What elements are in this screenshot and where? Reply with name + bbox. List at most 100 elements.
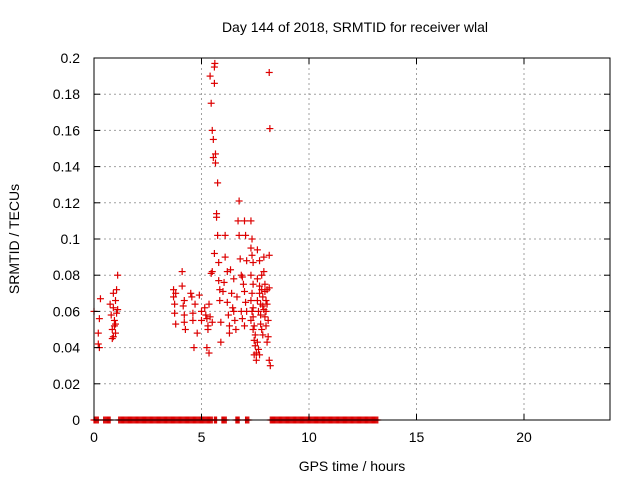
data-point xyxy=(113,286,121,294)
data-point xyxy=(94,329,102,337)
data-point xyxy=(259,302,267,310)
data-point xyxy=(262,297,270,305)
data-point xyxy=(96,295,104,303)
data-point xyxy=(258,326,266,333)
data-point xyxy=(248,251,256,259)
data-point xyxy=(216,297,224,305)
x-axis-label: GPS time / hours xyxy=(299,458,406,474)
data-point xyxy=(210,249,218,257)
data-point xyxy=(254,307,262,315)
data-point xyxy=(238,273,246,281)
data-point xyxy=(227,266,235,274)
data-point xyxy=(265,284,273,292)
data-point xyxy=(228,289,236,297)
data-point xyxy=(248,307,256,315)
data-point xyxy=(253,338,261,346)
data-point xyxy=(211,159,219,167)
data-point xyxy=(256,282,264,290)
data-point xyxy=(214,231,222,239)
data-point xyxy=(208,318,216,326)
data-point xyxy=(189,309,197,317)
data-point xyxy=(229,304,237,312)
data-point xyxy=(261,280,269,288)
data-point xyxy=(263,300,271,308)
data-point xyxy=(242,231,250,239)
data-point xyxy=(247,244,255,252)
data-point xyxy=(208,126,216,134)
data-point xyxy=(247,297,255,305)
data-point xyxy=(248,235,256,243)
data-point xyxy=(112,320,119,328)
data-point xyxy=(195,291,203,299)
data-point xyxy=(256,351,264,359)
data-point xyxy=(216,286,224,294)
data-point xyxy=(249,280,257,288)
data-point xyxy=(109,333,117,341)
y-axis-label: SRMTID / TECUs xyxy=(6,184,22,294)
data-point xyxy=(262,322,270,330)
data-point xyxy=(233,293,241,301)
data-point xyxy=(178,282,186,290)
data-point xyxy=(253,275,261,283)
data-point xyxy=(232,326,240,333)
data-point xyxy=(230,307,238,315)
y-tick-label: 0.14 xyxy=(53,159,80,175)
y-tick-label: 0.16 xyxy=(53,122,80,138)
data-point xyxy=(243,257,251,265)
data-point xyxy=(198,316,205,324)
data-point xyxy=(179,302,187,310)
y-tick-label: 0.06 xyxy=(53,303,80,319)
data-point xyxy=(214,179,222,187)
data-point xyxy=(266,362,274,370)
y-tick-labels: 0 0.02 0.04 0.06 0.08 0.1 0.12 0.14 0.16 0.18 0.2 xyxy=(53,50,80,428)
data-point xyxy=(238,315,246,323)
data-point xyxy=(209,135,217,143)
data-point xyxy=(254,345,262,353)
data-point xyxy=(172,320,180,328)
data-point xyxy=(257,320,265,328)
y-tick-label: 0.12 xyxy=(53,195,80,211)
data-point xyxy=(260,253,268,261)
data-point xyxy=(265,251,273,259)
y-tick-label: 0.02 xyxy=(53,376,80,392)
x-tick-label: 5 xyxy=(198,429,206,445)
data-point xyxy=(251,331,259,339)
data-markers xyxy=(90,59,274,370)
axis-ticks xyxy=(93,57,610,421)
data-point xyxy=(206,72,214,80)
data-point xyxy=(189,316,197,324)
data-point xyxy=(198,307,205,315)
data-point xyxy=(221,253,229,261)
data-point xyxy=(247,271,255,279)
data-point xyxy=(248,289,256,297)
data-point xyxy=(112,297,119,305)
data-point xyxy=(209,154,217,162)
data-point xyxy=(224,311,232,319)
data-point xyxy=(259,331,267,339)
data-point xyxy=(236,255,244,263)
data-point xyxy=(252,356,260,364)
data-point xyxy=(221,231,229,239)
data-point xyxy=(112,329,119,337)
data-point xyxy=(190,344,198,352)
plot-frame xyxy=(93,57,611,421)
data-point xyxy=(256,257,264,265)
data-point xyxy=(219,287,227,295)
data-point xyxy=(256,289,264,297)
data-point xyxy=(107,311,115,319)
y-tick-label: 0.08 xyxy=(53,267,80,283)
data-point xyxy=(257,311,265,319)
data-point xyxy=(225,329,233,337)
data-point xyxy=(237,271,245,279)
data-point xyxy=(235,197,243,205)
data-point xyxy=(220,278,228,286)
data-point xyxy=(234,217,242,225)
data-point xyxy=(180,311,188,319)
data-point xyxy=(113,309,121,317)
data-point xyxy=(193,329,201,337)
data-point xyxy=(188,293,196,301)
data-point xyxy=(106,300,114,308)
data-point xyxy=(241,322,248,330)
data-point xyxy=(170,293,178,301)
